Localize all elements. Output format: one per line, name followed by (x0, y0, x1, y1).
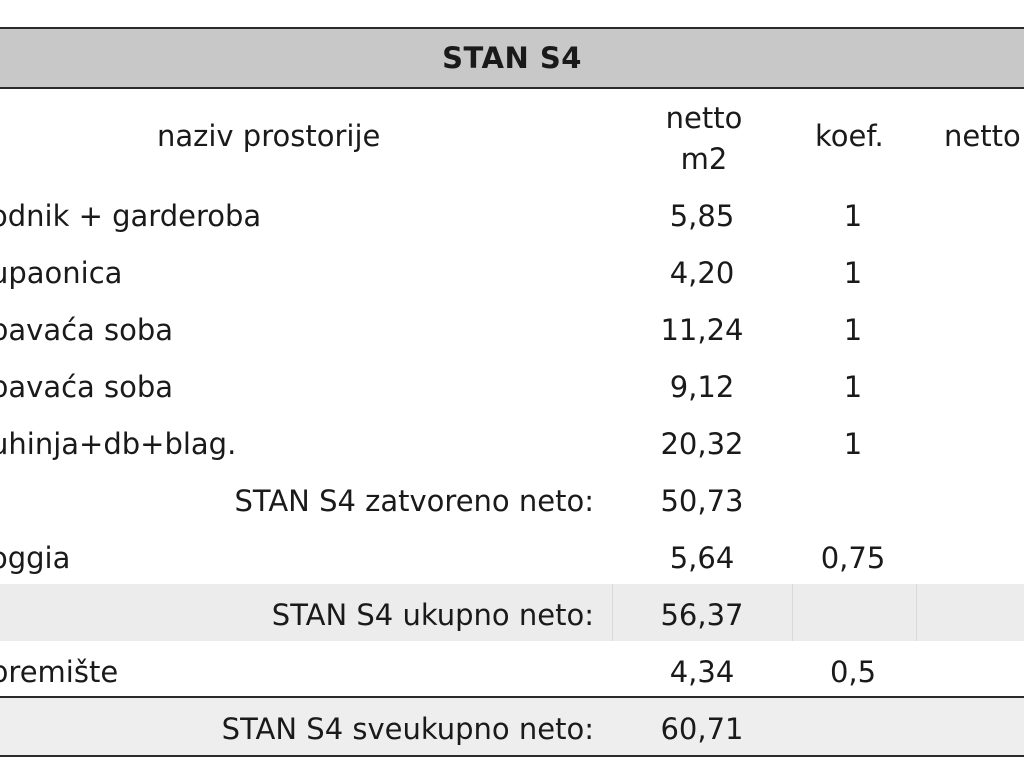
room-area: 9,12 (669, 370, 735, 404)
subtotal-closed-row: STAN S4 zatvoreno neto: 50,73 (0, 470, 1024, 527)
room-koef: 1 (843, 313, 863, 347)
room-name: pavaća soba (0, 313, 174, 347)
table-row: uhinja+db+blag. 20,32 1 (0, 413, 1024, 470)
room-koef: 1 (843, 199, 863, 233)
column-divider (916, 584, 917, 641)
total-net-row: STAN S4 ukupno neto: 56,37 (0, 584, 1024, 641)
loggia-area: 5,64 (669, 541, 735, 575)
table-title: STAN S4 (442, 41, 582, 75)
table-row: pavaća soba 9,12 1 (0, 356, 1024, 413)
grand-total-label: STAN S4 sveukupno neto: (221, 712, 594, 746)
storage-koef: 0,5 (829, 655, 877, 689)
table-row: odnik + garderoba 5,85 1 (0, 185, 1024, 242)
loggia-name: oggia (0, 541, 71, 575)
storage-row: premište 4,34 0,5 (0, 641, 1024, 698)
total-net-label: STAN S4 ukupno neto: (271, 598, 594, 632)
room-area: 4,20 (669, 256, 735, 290)
table-row: pavaća soba 11,24 1 (0, 299, 1024, 356)
room-name: upaonica (0, 256, 123, 290)
room-name: uhinja+db+blag. (0, 427, 237, 461)
subtotal-closed-area: 50,73 (660, 484, 744, 518)
table-title-bar: STAN S4 (0, 27, 1024, 89)
column-divider (792, 584, 793, 641)
room-koef: 1 (843, 427, 863, 461)
room-name: odnik + garderoba (0, 199, 262, 233)
grand-total-row: STAN S4 sveukupno neto: 60,71 (0, 696, 1024, 757)
header-netto-line2: m2 (680, 142, 728, 176)
table-row: upaonica 4,20 1 (0, 242, 1024, 299)
grand-total-area: 60,71 (660, 712, 744, 746)
storage-area: 4,34 (669, 655, 735, 689)
header-netto-line1: netto (665, 101, 743, 135)
column-divider (612, 584, 613, 641)
header-room-name: naziv prostorije (157, 119, 381, 153)
loggia-row: oggia 5,64 0,75 (0, 527, 1024, 584)
room-name: pavaća soba (0, 370, 174, 404)
header-netto-right: netto (944, 119, 1021, 153)
loggia-koef: 0,75 (820, 541, 886, 575)
header-koef: koef. (815, 119, 884, 153)
storage-name: premište (0, 655, 119, 689)
room-koef: 1 (843, 256, 863, 290)
header-netto-m2: netto m2 (662, 98, 746, 180)
room-koef: 1 (843, 370, 863, 404)
total-net-area: 56,37 (660, 598, 744, 632)
room-area: 5,85 (669, 199, 735, 233)
subtotal-closed-label: STAN S4 zatvoreno neto: (234, 484, 594, 518)
room-area: 11,24 (660, 313, 744, 347)
room-area: 20,32 (660, 427, 744, 461)
